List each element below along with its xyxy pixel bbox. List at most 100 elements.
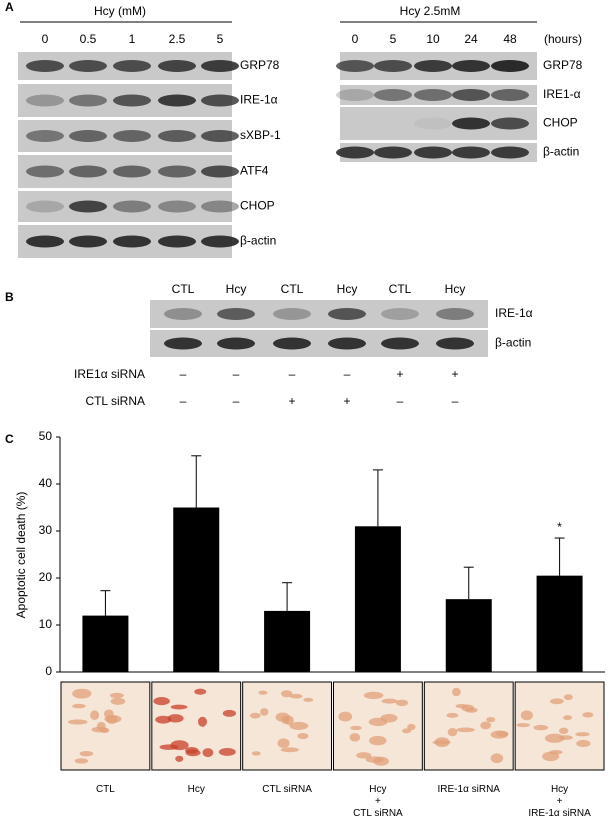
cell	[582, 712, 594, 718]
cell	[490, 753, 504, 764]
blot-band	[328, 308, 366, 320]
cell	[72, 688, 92, 699]
unit-label: (hours)	[544, 32, 582, 46]
blot-band	[491, 89, 529, 101]
cell	[159, 744, 179, 750]
condition-sign: +	[343, 394, 350, 408]
row-label: GRP78	[543, 58, 583, 72]
category-label: CTL	[95, 784, 115, 795]
cell	[79, 750, 94, 757]
blot-strip	[18, 191, 232, 222]
blot-band	[414, 117, 452, 130]
blot-band	[164, 308, 202, 320]
condition-sign: –	[233, 394, 240, 408]
blot-band	[201, 94, 239, 107]
row-label: sXBP-1	[240, 128, 281, 142]
blot-band	[273, 337, 311, 350]
blot-band	[491, 117, 529, 130]
blot-band	[158, 165, 196, 178]
blot-band	[26, 130, 64, 142]
blot-band	[374, 89, 412, 101]
blot-band	[374, 146, 412, 159]
cell	[563, 694, 573, 701]
cell	[104, 714, 122, 723]
lane-label: CTL	[389, 282, 412, 296]
cell	[486, 717, 496, 723]
blot-band	[113, 60, 151, 72]
y-tick-label: 30	[39, 523, 53, 537]
y-tick-label: 20	[39, 570, 53, 584]
blot-band	[158, 200, 196, 213]
cell	[533, 724, 549, 731]
row-label: β-actin	[240, 234, 276, 248]
cell	[185, 749, 201, 757]
lane-label: 2.5	[169, 32, 186, 46]
significance-mark: *	[557, 520, 562, 534]
cell	[446, 712, 459, 718]
cell	[167, 714, 184, 723]
blot-band	[436, 308, 474, 320]
cell	[153, 697, 170, 706]
cell	[197, 716, 208, 727]
lane-label: Hcy	[337, 282, 358, 296]
lane-label: CTL	[281, 282, 304, 296]
cell	[303, 697, 314, 702]
row-label: GRP78	[240, 58, 280, 72]
row-label: ATF4	[240, 164, 269, 178]
group-title: Hcy 2.5mM	[400, 4, 461, 18]
row-label: IRE-1α	[495, 306, 533, 320]
cell	[558, 727, 569, 735]
cell	[480, 721, 492, 730]
cell	[251, 751, 261, 756]
cell	[260, 708, 269, 716]
bar	[82, 615, 129, 672]
cell	[297, 732, 309, 740]
cell	[496, 730, 509, 737]
category-label: Hcy + CTL siRNA	[353, 784, 403, 819]
condition-sign: +	[396, 367, 403, 381]
cell	[455, 703, 469, 709]
y-axis-label: Apoptotic cell death (%)	[14, 492, 28, 619]
blot-band	[414, 146, 452, 159]
cell	[563, 715, 573, 721]
condition-sign: +	[288, 394, 295, 408]
blot-band	[217, 337, 255, 350]
condition-sign: –	[452, 394, 459, 408]
cell	[338, 711, 353, 722]
cell	[155, 715, 172, 724]
blot-band	[381, 337, 419, 350]
panel-label: A	[5, 0, 14, 14]
blot-band	[336, 60, 374, 72]
y-tick-label: 0	[45, 664, 52, 678]
panel-label: B	[5, 290, 14, 304]
condition-sign: –	[397, 394, 404, 408]
lane-label: 48	[503, 32, 517, 46]
cell	[109, 692, 124, 699]
blot-band	[158, 60, 196, 72]
condition-sign: –	[233, 367, 240, 381]
blot-band	[381, 308, 419, 320]
blot-band	[217, 308, 255, 320]
row-label: CHOP	[240, 199, 275, 213]
blot-band	[113, 165, 151, 178]
cell	[68, 719, 88, 725]
lane-label: 5	[390, 32, 397, 46]
row-label: β-actin	[543, 145, 579, 159]
cell	[465, 707, 478, 713]
lane-label: 5	[217, 32, 224, 46]
cell	[350, 725, 362, 731]
row-label: IRE-1α	[240, 93, 278, 107]
blot-strip	[150, 300, 488, 328]
row-label: IRE1-α	[543, 87, 581, 101]
cell	[363, 691, 384, 700]
cell	[110, 697, 126, 705]
blot-band	[491, 60, 529, 72]
blot-band	[69, 235, 107, 248]
condition-sign: –	[180, 367, 187, 381]
cell	[373, 756, 390, 766]
blot-band	[336, 146, 374, 159]
y-tick-label: 10	[39, 617, 53, 631]
cell	[447, 728, 458, 737]
blot-band	[273, 308, 311, 320]
